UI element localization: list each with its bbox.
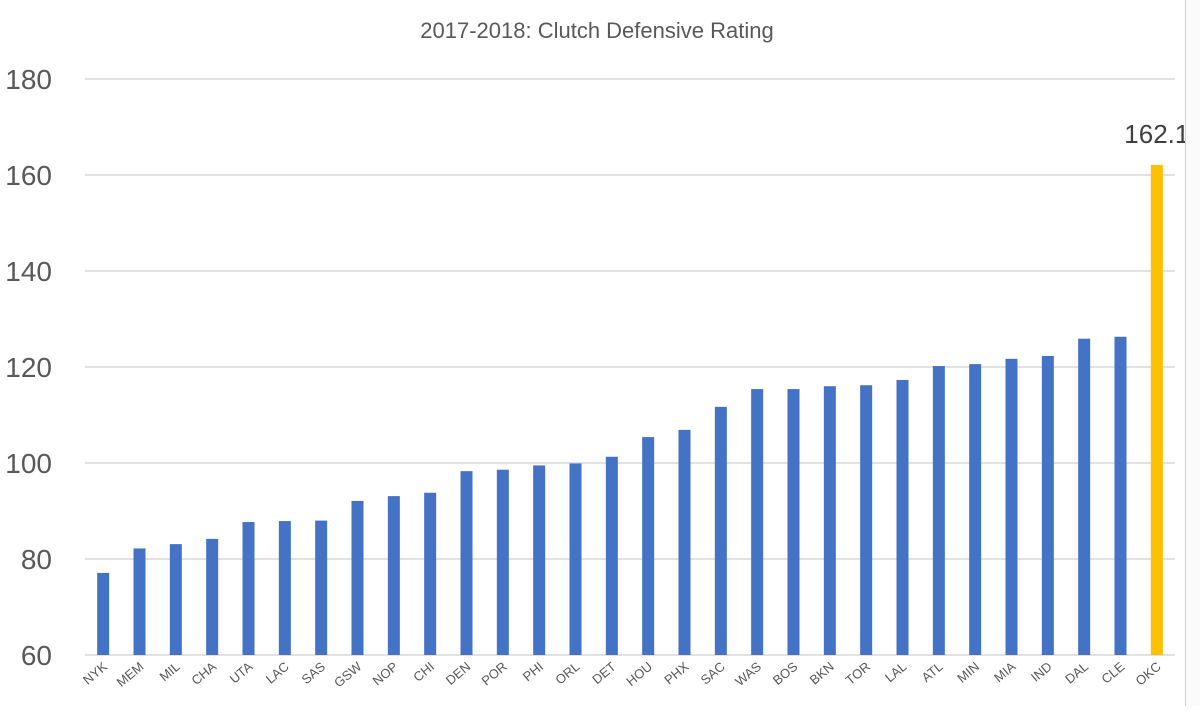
x-tick-label: DAL <box>1062 659 1091 687</box>
x-tick-label: DET <box>589 659 619 687</box>
y-tick-label: 160 <box>5 160 52 191</box>
bar-det <box>605 456 618 655</box>
bar-okc <box>1150 164 1163 656</box>
bar-orl <box>569 463 582 655</box>
x-tick-label: GSW <box>331 658 365 690</box>
x-tick-label: MIN <box>954 659 982 686</box>
x-tick-label: IND <box>1028 659 1055 685</box>
x-tick-label: MIA <box>991 659 1019 686</box>
x-tick-label: PHX <box>661 659 691 688</box>
data-labels: 162.1 <box>1124 119 1189 149</box>
bar-nop <box>387 496 400 655</box>
x-tick-label: POR <box>479 659 510 689</box>
x-tick-label: MEM <box>114 659 147 690</box>
x-tick-label: SAC <box>698 659 728 688</box>
bar-bkn <box>823 386 836 655</box>
bar-sas <box>315 520 328 655</box>
bar-mia <box>1005 358 1018 655</box>
bar-mem <box>133 548 146 655</box>
x-tick-label: CHA <box>188 659 219 688</box>
bar-cle <box>1114 336 1127 655</box>
bar-den <box>460 471 473 655</box>
bar-min <box>969 364 982 655</box>
x-tick-label: UTA <box>227 659 256 687</box>
bar-tor <box>860 385 873 655</box>
x-tick-label: ATL <box>919 659 946 685</box>
bar-hou <box>642 437 655 655</box>
y-tick-label: 120 <box>5 352 52 383</box>
bars <box>97 164 1163 656</box>
x-tick-label: ORL <box>552 659 582 688</box>
gridlines <box>85 78 1175 656</box>
x-tick-label: CHI <box>410 659 437 685</box>
y-tick-label: 100 <box>5 448 52 479</box>
bar-was <box>751 389 764 655</box>
bar-mil <box>169 544 182 655</box>
x-tick-label: WAS <box>732 659 764 689</box>
bar-dal <box>1078 338 1091 655</box>
bar-phx <box>678 429 691 655</box>
data-label: 162.1 <box>1124 119 1189 149</box>
x-tick-label: SAS <box>299 659 329 687</box>
bar-nyk <box>97 572 110 655</box>
window-edge <box>1185 0 1200 706</box>
x-tick-label: MIL <box>157 659 183 684</box>
y-tick-label: 140 <box>5 256 52 287</box>
x-tick-label: TOR <box>843 659 873 688</box>
y-axis-ticks: 60 80 100 120 140 160 180 <box>5 64 52 671</box>
y-tick-label: 60 <box>21 640 52 671</box>
bar-chi <box>424 492 437 655</box>
x-tick-label: LAC <box>263 659 292 687</box>
x-tick-label: OKC <box>1133 659 1164 689</box>
x-tick-label: NYK <box>80 659 110 688</box>
chart-title: 2017-2018: Clutch Defensive Rating <box>420 18 773 43</box>
x-tick-label: BKN <box>807 659 837 688</box>
bar-uta <box>242 522 255 655</box>
bar-cha <box>206 538 219 655</box>
bar-ind <box>1041 355 1054 655</box>
bar-atl <box>932 366 945 655</box>
x-tick-label: BOS <box>770 659 801 688</box>
x-tick-label: NOP <box>370 659 401 689</box>
x-tick-label: DEN <box>443 659 474 688</box>
x-tick-label: LAL <box>882 659 909 685</box>
x-tick-label: HOU <box>623 659 655 689</box>
bar-por <box>496 469 509 655</box>
bar-gsw <box>351 500 364 655</box>
x-axis-ticks: NYK MEM MIL CHA UTA LAC SAS GSW NOP CHI DEN POR PHI O… <box>80 658 1164 690</box>
bar-bos <box>787 389 800 655</box>
bar-sac <box>714 406 727 655</box>
bar-lac <box>278 521 291 655</box>
x-tick-label: CLE <box>1098 659 1127 687</box>
y-tick-label: 80 <box>21 544 52 575</box>
bar-phi <box>533 465 546 655</box>
y-tick-label: 180 <box>5 64 52 95</box>
bar-lal <box>896 379 909 655</box>
x-tick-label: PHI <box>520 659 546 684</box>
